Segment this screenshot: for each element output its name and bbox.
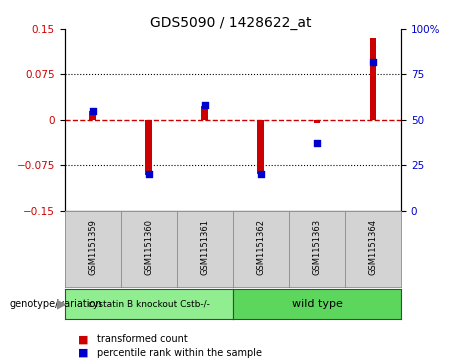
- Text: GSM1151364: GSM1151364: [368, 219, 378, 275]
- Text: cystatin B knockout Cstb-/-: cystatin B knockout Cstb-/-: [88, 299, 210, 309]
- Text: GSM1151361: GSM1151361: [200, 219, 209, 275]
- Text: GSM1151363: GSM1151363: [313, 219, 321, 275]
- Text: ■: ■: [78, 334, 89, 344]
- Point: [89, 108, 96, 114]
- Text: wild type: wild type: [291, 299, 343, 309]
- Bar: [201, 106, 208, 120]
- Text: genotype/variation: genotype/variation: [9, 299, 102, 309]
- Text: ▶: ▶: [58, 298, 67, 310]
- Bar: [145, 120, 152, 175]
- Point: [313, 140, 321, 146]
- Text: transformed count: transformed count: [97, 334, 188, 344]
- Text: GSM1151362: GSM1151362: [256, 219, 266, 275]
- Point: [145, 171, 152, 177]
- Bar: [313, 120, 320, 123]
- Point: [257, 171, 265, 177]
- Text: percentile rank within the sample: percentile rank within the sample: [97, 348, 262, 358]
- Text: GSM1151359: GSM1151359: [88, 219, 97, 275]
- Bar: [258, 120, 264, 174]
- Bar: [370, 38, 376, 120]
- Bar: [89, 111, 96, 120]
- Point: [369, 59, 377, 65]
- Text: ■: ■: [78, 348, 89, 358]
- Point: [201, 102, 208, 108]
- Text: GDS5090 / 1428622_at: GDS5090 / 1428622_at: [150, 16, 311, 30]
- Text: GSM1151360: GSM1151360: [144, 219, 153, 275]
